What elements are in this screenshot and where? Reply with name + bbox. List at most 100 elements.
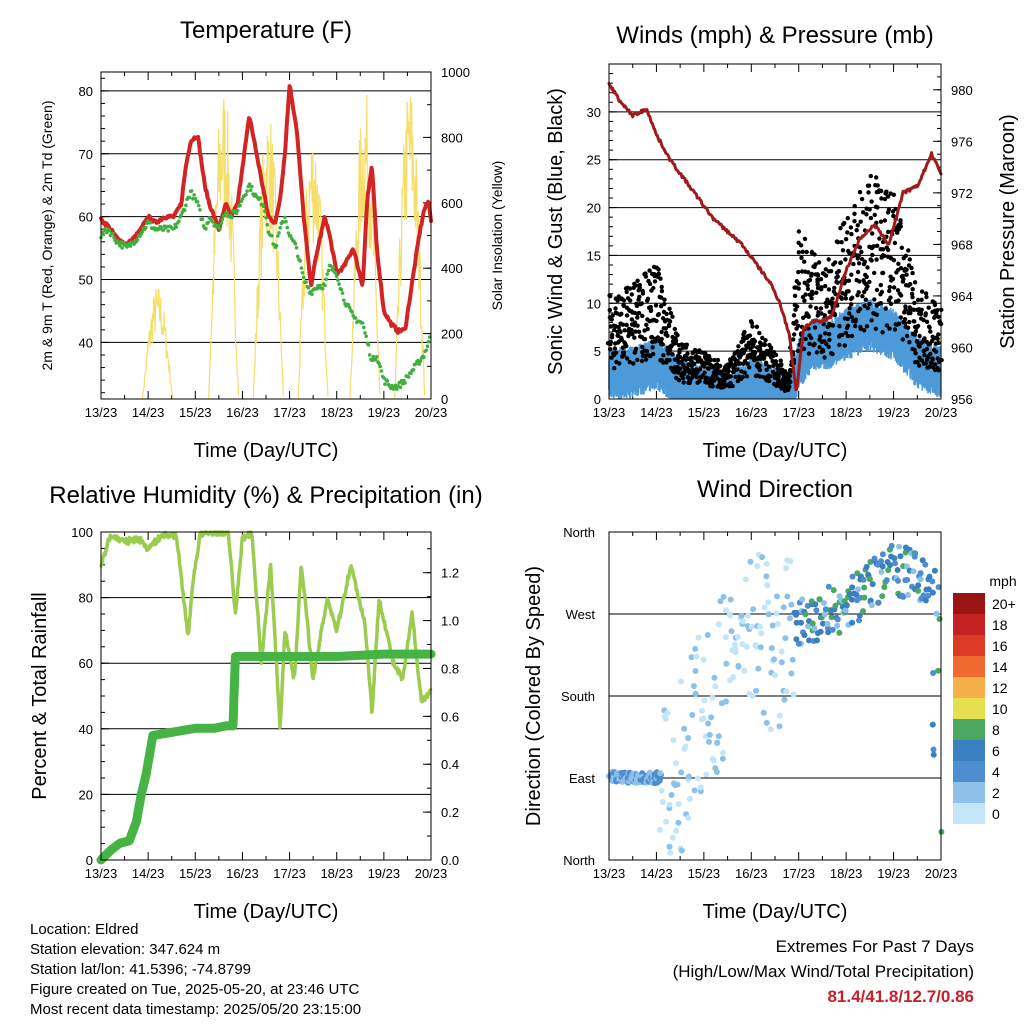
- gust-point: [928, 351, 933, 357]
- series-gust: [605, 173, 944, 393]
- direction-point: [753, 687, 760, 694]
- gust-point: [879, 188, 884, 194]
- gust-point: [865, 284, 870, 289]
- gust-point: [923, 291, 929, 296]
- gust-point: [670, 352, 675, 357]
- gust-point: [886, 229, 891, 235]
- gust-point: [667, 348, 673, 353]
- direction-point: [828, 614, 835, 621]
- dewpoint-point: [211, 220, 215, 224]
- dewpoint-point: [293, 242, 298, 246]
- gust-point: [826, 332, 832, 337]
- gust-point: [830, 351, 835, 357]
- dewpoint-point: [166, 229, 170, 233]
- gust-point: [738, 361, 743, 366]
- dewpoint-point: [425, 344, 430, 349]
- gust-point: [630, 332, 635, 337]
- direction-point: [813, 607, 820, 614]
- gust-point: [882, 253, 887, 258]
- direction-point: [757, 644, 764, 651]
- chart-title: Temperature (F): [180, 17, 352, 44]
- direction-point: [745, 612, 751, 619]
- direction-point: [806, 637, 812, 644]
- direction-point: [875, 599, 882, 606]
- gust-point: [735, 367, 740, 372]
- gust-point: [904, 333, 910, 339]
- dewpoint-point: [112, 235, 116, 240]
- gust-point: [862, 303, 867, 308]
- gust-point: [791, 313, 797, 318]
- colorbar-swatch: [953, 761, 985, 782]
- pressure-line: [607, 81, 943, 392]
- gust-point: [812, 341, 817, 347]
- x-tick-label: 19/23: [877, 866, 910, 881]
- colorbar-swatch: [953, 698, 985, 719]
- gust-point: [840, 248, 846, 253]
- colorbar-swatch: [953, 740, 985, 761]
- gust-point: [644, 322, 649, 327]
- direction-point: [731, 641, 738, 648]
- gust-point: [842, 343, 847, 348]
- gust-point: [815, 277, 820, 282]
- x-tick-label: 18/23: [320, 405, 353, 420]
- direction-point: [782, 635, 789, 642]
- direction-point: [802, 611, 809, 618]
- gust-point: [812, 252, 817, 257]
- gust-point: [858, 326, 863, 332]
- dewpoint-point: [283, 215, 287, 220]
- direction-point: [929, 578, 936, 585]
- dewpoint-point: [244, 192, 248, 197]
- direction-point: [728, 628, 735, 635]
- x-tick-label: 15/23: [179, 866, 212, 881]
- direction-point: [795, 640, 802, 647]
- direction-point: [765, 611, 772, 618]
- gust-point: [845, 323, 851, 328]
- direction-point: [710, 757, 717, 764]
- gust-point: [835, 280, 840, 285]
- gust-point: [911, 307, 916, 312]
- gust-point: [803, 292, 808, 297]
- direction-point: [917, 570, 924, 577]
- gust-point: [903, 253, 909, 258]
- solar-curve: [207, 98, 240, 400]
- chart-title: Winds (mph) & Pressure (mb): [616, 22, 933, 49]
- gust-point: [903, 304, 908, 309]
- dewpoint-point: [325, 272, 330, 276]
- x-tick-label: 14/23: [640, 405, 673, 420]
- dewpoint-point: [363, 331, 367, 335]
- gust-point: [652, 272, 657, 277]
- gust-point: [882, 196, 888, 202]
- dewpoint-point: [174, 225, 179, 229]
- gust-point: [635, 315, 640, 320]
- dewpoint-point: [197, 203, 201, 208]
- gust-point: [936, 332, 941, 337]
- gust-point: [903, 307, 908, 312]
- gust-point: [900, 337, 905, 342]
- gust-point: [775, 374, 780, 379]
- gust-point: [864, 324, 870, 329]
- direction-point: [860, 608, 866, 615]
- gust-point: [855, 269, 861, 275]
- gust-point: [617, 361, 622, 366]
- gust-point: [767, 364, 772, 369]
- gust-point: [796, 250, 801, 255]
- direction-point: [773, 610, 780, 617]
- gust-point: [667, 306, 672, 311]
- gust-point: [640, 291, 646, 296]
- gust-point: [744, 374, 750, 379]
- direction-point: [748, 623, 755, 630]
- gust-point: [653, 339, 658, 344]
- x-tick-label: 19/23: [368, 866, 401, 881]
- gust-point: [910, 287, 915, 292]
- gust-point: [619, 337, 624, 342]
- direction-point: [739, 618, 746, 625]
- gust-point: [907, 319, 912, 325]
- dewpoint-point: [148, 220, 153, 225]
- gust-point: [822, 313, 827, 318]
- gust-point: [924, 346, 930, 352]
- gust-point: [650, 351, 656, 357]
- x-tick-label: 13/23: [85, 405, 118, 420]
- gust-point: [820, 347, 826, 353]
- gust-point: [899, 245, 904, 250]
- gust-point: [852, 203, 857, 209]
